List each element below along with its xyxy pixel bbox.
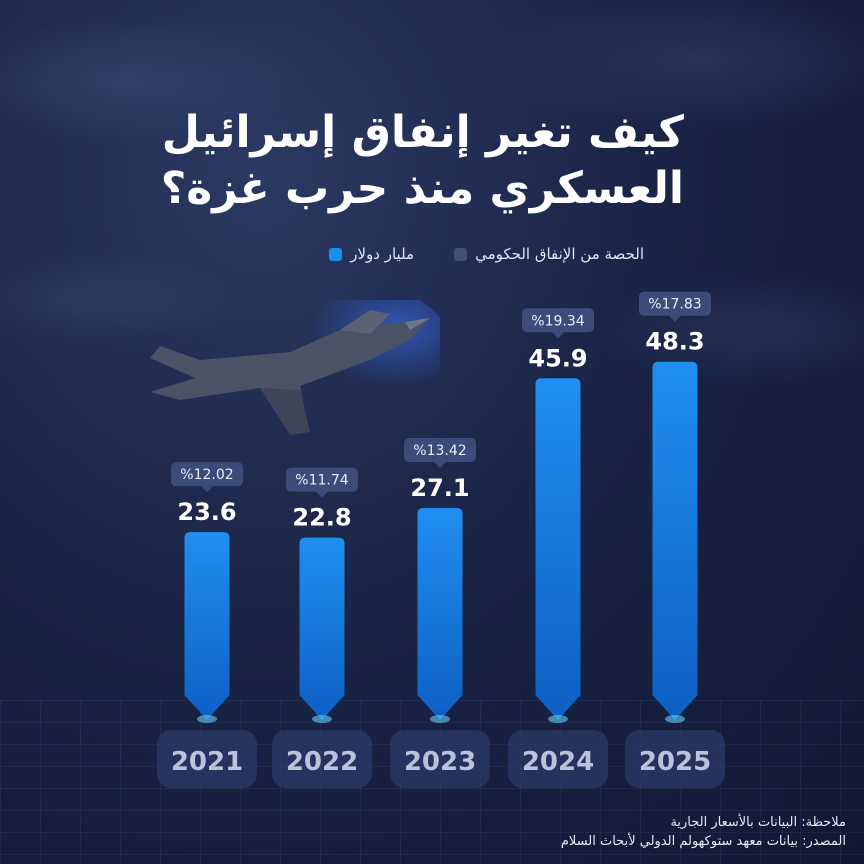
chart-title: كيف تغير إنفاق إسرائيل العسكري منذ حرب غ… <box>124 105 684 217</box>
legend-swatch-billion <box>329 247 343 261</box>
bar-2024 <box>535 378 581 720</box>
value-label-2025: 48.3 <box>645 328 704 356</box>
bar-tip-glow-2021 <box>197 715 217 723</box>
share-badge-pointer-2025 <box>669 315 681 322</box>
share-badge-2022 <box>286 467 358 492</box>
bar-tip-glow-2022 <box>312 715 332 723</box>
share-badge-2025 <box>639 291 711 316</box>
share-badge-2024 <box>522 308 594 333</box>
value-label-2024: 45.9 <box>528 344 587 372</box>
note-text: ملاحظة: البيانات بالأسعار الجارية <box>670 815 846 830</box>
bar-2021 <box>184 532 230 720</box>
bar-2022 <box>299 537 345 720</box>
value-label-2021: 23.6 <box>177 498 236 526</box>
legend-item-share: الحصة من الإنفاق الحكومي <box>454 245 644 263</box>
title-line-1: كيف تغير إنفاق إسرائيل <box>161 107 684 158</box>
share-badge-2021 <box>171 462 243 487</box>
legend-item-billion: مليار دولار <box>329 245 414 263</box>
legend-label-billion: مليار دولار <box>350 245 415 263</box>
value-label-2022: 22.8 <box>292 504 351 532</box>
source-text: المصدر: بيانات معهد ستوكهولم الدولي لأبح… <box>560 834 846 849</box>
year-box-2021 <box>157 730 257 788</box>
share-badge-pointer-2022 <box>316 491 328 498</box>
bar-2025 <box>652 361 698 720</box>
x-tick-label-2025: 2025 <box>639 747 711 777</box>
year-box-2024 <box>508 730 608 788</box>
year-box-2022 <box>272 730 372 788</box>
share-label-2022: %11.74 <box>295 473 348 489</box>
title-line-2: العسكري منذ حرب غزة؟ <box>160 163 684 214</box>
fighter-jet-icon <box>150 300 440 435</box>
share-badge-pointer-2024 <box>552 332 564 339</box>
bar-tip-glow-2024 <box>548 715 568 723</box>
legend: مليار دولار الحصة من الإنفاق الحكومي <box>329 245 644 263</box>
share-label-2024: %19.34 <box>531 313 584 329</box>
year-box-2025 <box>625 730 725 788</box>
share-badge-pointer-2021 <box>201 486 213 493</box>
bar-tip-glow-2023 <box>430 715 450 723</box>
bar-tip-glow-2025 <box>665 715 685 723</box>
share-label-2023: %13.42 <box>413 443 466 459</box>
share-label-2021: %12.02 <box>180 467 233 483</box>
legend-label-share: الحصة من الإنفاق الحكومي <box>475 245 644 263</box>
x-tick-label-2024: 2024 <box>522 747 594 777</box>
bar-2023 <box>417 508 463 720</box>
year-box-2023 <box>390 730 490 788</box>
share-badge-2023 <box>404 438 476 463</box>
x-tick-label-2021: 2021 <box>171 747 243 777</box>
x-tick-label-2022: 2022 <box>286 747 358 777</box>
value-label-2023: 27.1 <box>410 474 469 502</box>
share-label-2025: %17.83 <box>648 297 701 313</box>
legend-swatch-share <box>454 247 468 261</box>
x-tick-label-2023: 2023 <box>404 747 476 777</box>
share-badge-pointer-2023 <box>434 462 446 469</box>
